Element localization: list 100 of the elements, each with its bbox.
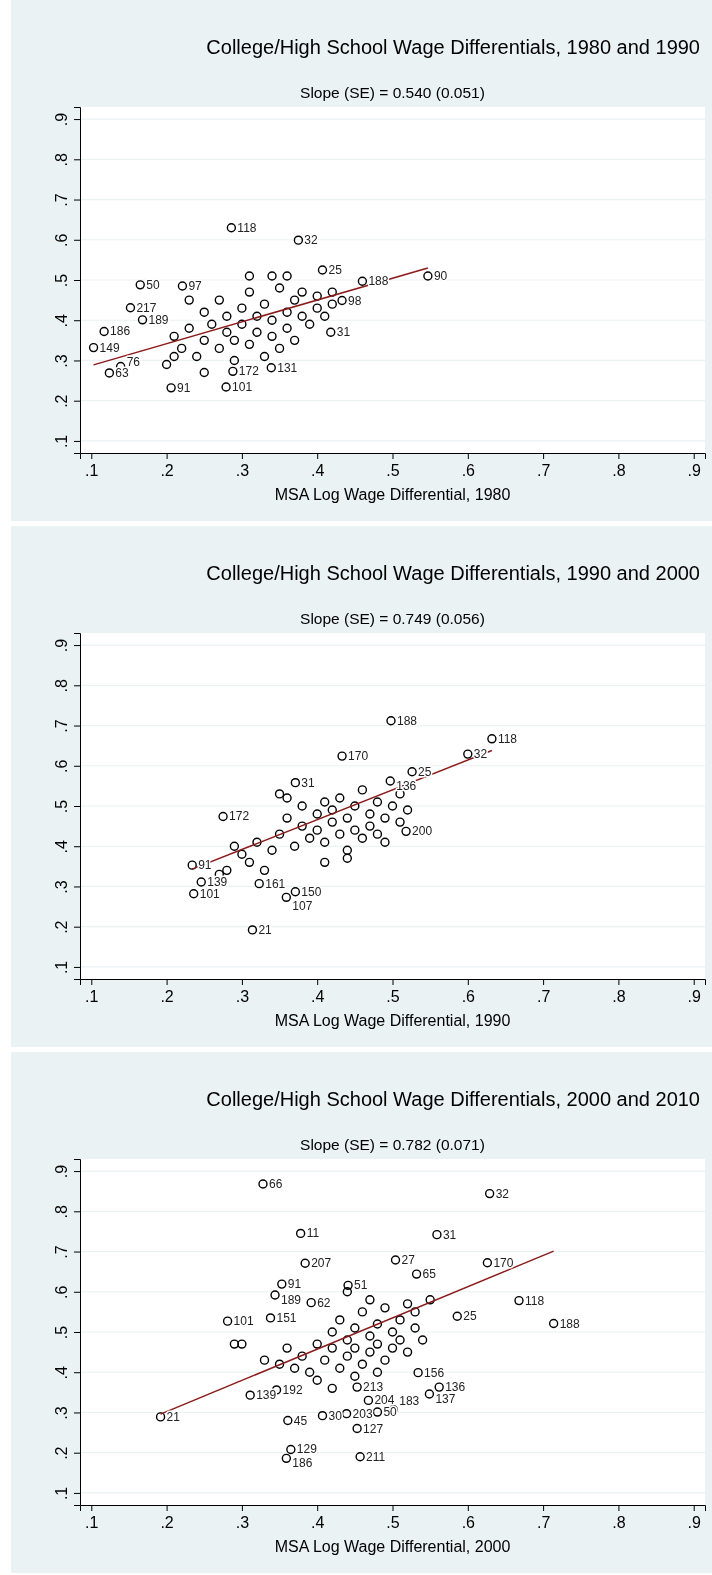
annotation: 101 bbox=[232, 380, 253, 395]
annotation: 98 bbox=[348, 293, 362, 308]
point bbox=[337, 751, 347, 761]
annotation: 50 bbox=[146, 277, 160, 292]
point bbox=[350, 801, 360, 811]
point bbox=[320, 837, 330, 847]
annotation: 172 bbox=[229, 809, 250, 824]
y-tick-label: .9 bbox=[52, 1164, 70, 1179]
annotation: 21 bbox=[166, 1409, 181, 1424]
annotation: 217 bbox=[136, 300, 157, 315]
annotation: 151 bbox=[276, 1310, 297, 1325]
point bbox=[402, 805, 413, 815]
annotation: 25 bbox=[418, 764, 432, 779]
annotation: 192 bbox=[282, 1382, 303, 1397]
point bbox=[357, 833, 368, 843]
point bbox=[282, 793, 292, 803]
annotation: 32 bbox=[304, 233, 319, 248]
annotation: 129 bbox=[296, 1442, 318, 1457]
x-tick-label: .7 bbox=[536, 462, 551, 480]
annotation: 118 bbox=[237, 220, 257, 235]
annotation: 31 bbox=[442, 1227, 457, 1242]
annotation: 118 bbox=[497, 731, 518, 746]
point bbox=[327, 805, 337, 815]
x-axis-title: MSA Log Wage Differential, 1980 bbox=[274, 486, 511, 503]
point bbox=[187, 860, 197, 870]
point bbox=[365, 821, 375, 831]
y-tick-label: .3 bbox=[52, 354, 70, 368]
point bbox=[196, 877, 206, 887]
point bbox=[386, 716, 396, 726]
point bbox=[289, 841, 300, 851]
point bbox=[312, 809, 322, 819]
point bbox=[218, 811, 228, 822]
annotation: 65 bbox=[422, 1267, 437, 1282]
point bbox=[380, 813, 390, 823]
annotation: 213 bbox=[363, 1380, 384, 1395]
y-tick-label: .3 bbox=[52, 880, 70, 894]
x-tick-label: .4 bbox=[311, 988, 325, 1006]
y-tick-label: .8 bbox=[52, 153, 70, 167]
y-tick-label: .1 bbox=[52, 434, 70, 449]
y-tick-label: .8 bbox=[52, 1205, 70, 1219]
y-tick-label: .7 bbox=[52, 193, 70, 207]
annotation: 21 bbox=[258, 922, 273, 937]
y-tick-label: .6 bbox=[52, 1285, 70, 1299]
y-tick-label: .7 bbox=[52, 719, 70, 733]
x-tick-label: .4 bbox=[311, 1514, 325, 1532]
y-tick-label: .1 bbox=[52, 960, 70, 975]
y-tick-label: .8 bbox=[52, 679, 70, 693]
point bbox=[385, 776, 395, 786]
x-tick-label: .4 bbox=[311, 462, 325, 480]
point bbox=[244, 857, 255, 868]
y-tick-label: .4 bbox=[52, 313, 70, 328]
chart-title: College/High School Wage Differentials, 1990 and 2000 bbox=[206, 562, 700, 584]
point bbox=[290, 887, 301, 897]
x-tick-label: .1 bbox=[85, 988, 99, 1006]
point bbox=[222, 865, 232, 876]
point bbox=[252, 837, 262, 847]
point bbox=[281, 892, 292, 903]
y-tick-label: .3 bbox=[52, 1406, 70, 1420]
point bbox=[267, 845, 277, 855]
annotation: 156 bbox=[424, 1365, 445, 1380]
annotation: 101 bbox=[233, 1314, 254, 1329]
y-tick-label: .6 bbox=[52, 233, 70, 247]
point bbox=[229, 841, 240, 851]
y-tick-label: .9 bbox=[52, 112, 70, 127]
y-tick-label: .7 bbox=[52, 1245, 70, 1259]
point bbox=[395, 817, 405, 827]
annotation: 25 bbox=[463, 1309, 477, 1324]
x-tick-label: .9 bbox=[687, 988, 701, 1006]
annotation: 32 bbox=[495, 1186, 510, 1201]
point bbox=[259, 865, 270, 876]
annotation: 200 bbox=[412, 824, 433, 839]
point bbox=[247, 925, 258, 935]
annotation: 118 bbox=[525, 1293, 545, 1308]
x-tick-label: .8 bbox=[612, 988, 626, 1006]
annotation: 27 bbox=[401, 1252, 416, 1267]
point bbox=[312, 825, 322, 835]
x-tick-label: .6 bbox=[461, 1514, 476, 1532]
annotation: 45 bbox=[293, 1413, 308, 1428]
x-tick-label: .6 bbox=[461, 462, 476, 480]
annotation: 188 bbox=[559, 1316, 580, 1331]
annotation: 161 bbox=[265, 876, 286, 891]
point bbox=[290, 777, 301, 788]
annotation: 186 bbox=[110, 324, 131, 339]
x-tick-label: .8 bbox=[612, 1514, 626, 1532]
point bbox=[297, 821, 307, 831]
x-tick-label: .3 bbox=[235, 988, 250, 1006]
point bbox=[335, 793, 345, 803]
x-tick-label: .2 bbox=[160, 1514, 174, 1532]
annotation: 211 bbox=[366, 1449, 386, 1464]
point bbox=[463, 749, 473, 759]
x-axis-title: MSA Log Wage Differential, 1990 bbox=[274, 1012, 511, 1029]
annotation: 183 bbox=[399, 1393, 420, 1408]
annotation: 139 bbox=[256, 1388, 277, 1403]
point bbox=[237, 849, 247, 859]
y-tick-label: .4 bbox=[52, 839, 70, 854]
x-tick-label: .9 bbox=[687, 462, 701, 480]
point bbox=[357, 785, 368, 795]
annotation: 204 bbox=[374, 1393, 395, 1408]
annotation: 189 bbox=[148, 312, 169, 327]
x-tick-label: .9 bbox=[687, 1514, 701, 1532]
